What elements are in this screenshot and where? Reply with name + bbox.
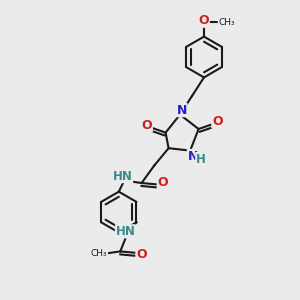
Text: O: O bbox=[136, 248, 147, 261]
Text: O: O bbox=[142, 118, 152, 132]
Text: N: N bbox=[188, 149, 198, 163]
Text: HN: HN bbox=[113, 169, 133, 183]
Text: O: O bbox=[199, 14, 209, 27]
Text: O: O bbox=[157, 176, 168, 189]
Text: HN: HN bbox=[116, 225, 135, 238]
Text: CH₃: CH₃ bbox=[91, 249, 108, 258]
Text: CH₃: CH₃ bbox=[218, 18, 235, 27]
Text: O: O bbox=[212, 115, 223, 128]
Text: H: H bbox=[196, 152, 206, 166]
Text: N: N bbox=[177, 103, 187, 117]
